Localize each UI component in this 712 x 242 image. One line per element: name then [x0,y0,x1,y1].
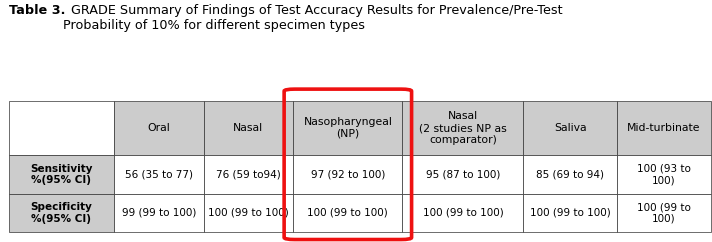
Bar [114,194,204,232]
Text: 100 (99 to 100): 100 (99 to 100) [308,208,388,218]
Bar [293,155,402,194]
Text: 76 (59 to94): 76 (59 to94) [216,170,281,180]
Text: Sensitivity
%(95% CI): Sensitivity %(95% CI) [30,164,93,185]
Bar [523,194,617,232]
Bar [523,101,617,155]
Text: Saliva: Saliva [554,123,587,133]
Text: 100 (99 to
100): 100 (99 to 100) [637,202,691,224]
Text: 100 (99 to 100): 100 (99 to 100) [530,208,611,218]
Bar [617,194,711,232]
Text: 56 (35 to 77): 56 (35 to 77) [125,170,193,180]
Text: 100 (99 to 100): 100 (99 to 100) [422,208,503,218]
Text: Oral: Oral [147,123,170,133]
Bar [617,101,711,155]
Text: 99 (99 to 100): 99 (99 to 100) [122,208,196,218]
Bar [204,194,293,232]
Bar [617,155,711,194]
Bar [204,155,293,194]
Bar [114,101,204,155]
Bar [9,194,114,232]
Bar [9,155,114,194]
Text: Specificity
%(95% CI): Specificity %(95% CI) [30,202,92,224]
Text: 85 (69 to 94): 85 (69 to 94) [536,170,604,180]
Bar [9,101,114,155]
Text: 100 (99 to 100): 100 (99 to 100) [208,208,289,218]
Text: GRADE Summary of Findings of Test Accuracy Results for Prevalence/Pre-Test
Proba: GRADE Summary of Findings of Test Accura… [63,4,562,32]
Bar [293,194,402,232]
Bar [114,155,204,194]
Text: Table 3.: Table 3. [9,4,65,17]
Bar [204,101,293,155]
Bar [402,155,523,194]
Text: 100 (93 to
100): 100 (93 to 100) [637,164,691,185]
Text: Nasal
(2 studies NP as
comparator): Nasal (2 studies NP as comparator) [419,112,507,145]
Bar [402,194,523,232]
Text: Mid-turbinate: Mid-turbinate [627,123,701,133]
Text: Nasal: Nasal [234,123,263,133]
Bar [523,155,617,194]
Text: Nasopharyngeal
(NP): Nasopharyngeal (NP) [303,117,392,139]
Bar [293,101,402,155]
Bar [402,101,523,155]
Text: 97 (92 to 100): 97 (92 to 100) [310,170,385,180]
Text: 95 (87 to 100): 95 (87 to 100) [426,170,500,180]
